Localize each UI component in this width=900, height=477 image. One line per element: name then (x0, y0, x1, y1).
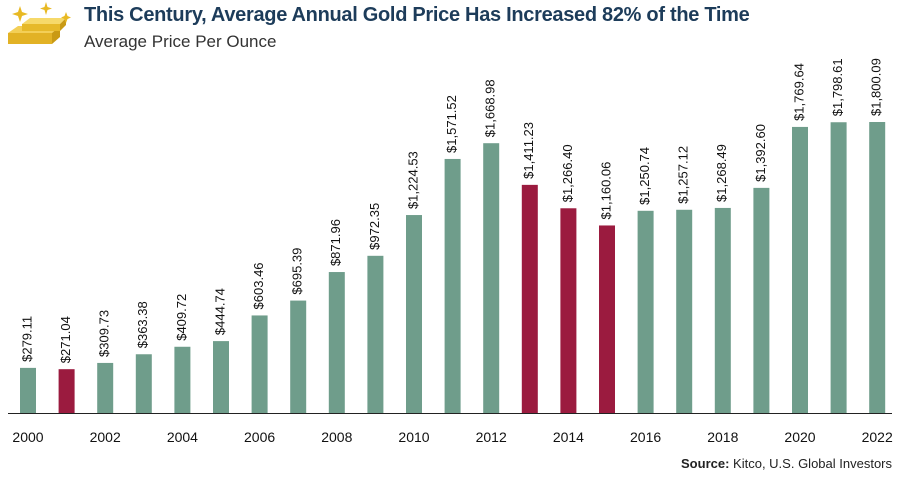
x-tick-2002: 2002 (90, 429, 121, 445)
bar-2004 (174, 346, 191, 413)
bar-2008 (328, 272, 345, 413)
data-label-2017: $1,257.12 (676, 146, 691, 204)
bar-2006 (251, 315, 268, 413)
data-label-2004: $409.72 (174, 294, 189, 341)
bar-2003 (135, 354, 152, 413)
data-label-2018: $1,268.49 (714, 144, 729, 202)
data-label-2021: $1,798.61 (830, 58, 845, 116)
x-tick-2000: 2000 (12, 429, 43, 445)
data-label-2011: $1,571.52 (444, 95, 459, 153)
bar-2019 (753, 187, 770, 413)
data-label-2020: $1,769.64 (791, 63, 806, 121)
chart-subtitle: Average Price Per Ounce (84, 32, 277, 51)
bar-2012 (483, 143, 500, 413)
data-label-2001: $271.04 (58, 316, 73, 363)
bar-2000 (20, 367, 36, 413)
data-label-2014: $1,266.40 (560, 144, 575, 202)
data-label-2008: $871.96 (328, 219, 343, 266)
x-tick-2020: 2020 (784, 429, 815, 445)
data-label-2022: $1,800.09 (869, 58, 884, 116)
gold-bars-icon (8, 2, 71, 44)
data-label-2002: $309.73 (97, 310, 112, 357)
data-label-2007: $695.39 (290, 248, 305, 295)
chart-title: This Century, Average Annual Gold Price … (84, 4, 750, 26)
bar-2002 (97, 362, 114, 413)
x-tick-2010: 2010 (398, 429, 429, 445)
bar-2016 (637, 210, 654, 413)
x-tick-2006: 2006 (244, 429, 275, 445)
x-tick-2018: 2018 (707, 429, 738, 445)
bar-2014 (560, 208, 577, 413)
source-note: Source: Kitco, U.S. Global Investors (681, 456, 892, 471)
data-label-2013: $1,411.23 (521, 122, 536, 179)
data-label-2016: $1,250.74 (637, 147, 652, 205)
bar-2022 (869, 122, 886, 413)
source-label: Source: (681, 456, 730, 471)
data-label-2005: $444.74 (212, 288, 227, 335)
data-label-2019: $1,392.60 (753, 124, 768, 182)
x-tick-2014: 2014 (553, 429, 584, 445)
data-label-2000: $279.11 (19, 316, 34, 362)
bar-2011 (444, 158, 461, 413)
bar-2017 (676, 209, 693, 413)
x-tick-2016: 2016 (630, 429, 661, 445)
data-label-2009: $972.35 (367, 203, 382, 250)
x-tick-2012: 2012 (476, 429, 507, 445)
bar-2013 (521, 184, 538, 413)
data-label-2010: $1,224.53 (405, 151, 420, 209)
bar-2021 (830, 122, 847, 413)
bar-2020 (792, 126, 808, 414)
bar-2009 (367, 255, 384, 413)
x-tick-2004: 2004 (167, 429, 198, 445)
bar-2015 (599, 225, 615, 413)
bar-2010 (406, 215, 422, 413)
bar-2001 (58, 369, 75, 413)
data-label-2015: $1,160.06 (598, 162, 613, 220)
data-label-2003: $363.38 (135, 301, 150, 348)
bar-2007 (290, 300, 307, 413)
data-label-2006: $603.46 (251, 262, 266, 309)
source-text: Kitco, U.S. Global Investors (733, 456, 892, 471)
data-label-2012: $1,668.98 (483, 79, 498, 137)
bar-2018 (714, 207, 731, 413)
x-tick-2008: 2008 (321, 429, 352, 445)
bar-2005 (213, 341, 229, 413)
x-tick-2022: 2022 (862, 429, 893, 445)
